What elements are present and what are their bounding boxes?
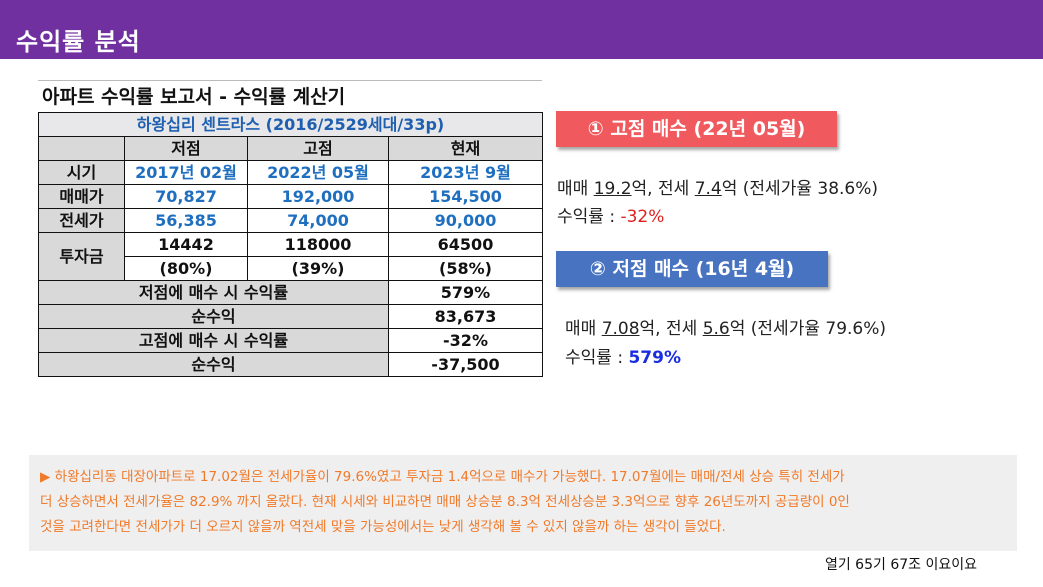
high-buy-yield-line: 수익률 : -32% xyxy=(557,202,664,227)
text-fragment: 억 (전세가율 38.6%) xyxy=(721,179,879,199)
page-title: 수익률 분석 xyxy=(16,28,141,56)
header-cell-current: 현재 xyxy=(388,136,543,161)
table-row: 하왕십리 센트라스 (2016/2529세대/33p) xyxy=(38,112,543,137)
row-label-sale: 매매가 xyxy=(38,184,125,209)
summary-label: 순수익 xyxy=(38,352,389,377)
text-fragment: 억, 전세 xyxy=(631,179,695,199)
table-cell: 90,000 xyxy=(388,208,543,233)
high-buy-badge: ① 고점 매수 (22년 05월) xyxy=(556,111,837,147)
table-cell: 154,500 xyxy=(388,184,543,209)
row-label-investment: 투자금 xyxy=(38,232,125,281)
table-cell: 118000 xyxy=(247,232,389,257)
table-cell: (80%) xyxy=(124,256,248,281)
jeonse-price: 7.4 xyxy=(694,179,722,199)
table-row: 순수익 -37,500 xyxy=(38,352,543,377)
row-label-jeonse: 전세가 xyxy=(38,208,125,233)
text-fragment: 억 (전세가율 79.6%) xyxy=(729,319,887,339)
high-buy-price-line: 매매 19.2억, 전세 7.4억 (전세가율 38.6%) xyxy=(557,174,878,199)
yield-label: 수익률 : xyxy=(565,348,629,368)
header-cell-low: 저점 xyxy=(124,136,248,161)
yield-label: 수익률 : xyxy=(557,207,621,227)
analysis-note: ▶ 하왕십리동 대장아파트로 17.02월은 전세가율이 79.6%였고 투자금… xyxy=(29,455,1017,551)
table-cell: 2017년 02월 xyxy=(124,160,248,185)
report-title: 아파트 수익률 보고서 - 수익률 계산기 xyxy=(38,80,542,112)
table-row: 시기 2017년 02월 2022년 05월 2023년 9월 xyxy=(38,160,543,185)
table-cell: (39%) xyxy=(247,256,389,281)
low-buy-badge: ② 저점 매수 (16년 4월) xyxy=(556,251,828,287)
note-line: 더 상승하면서 전세가율은 82.9% 까지 올랐다. 현재 시세와 비교하면 … xyxy=(40,494,850,510)
text-fragment: 매매 xyxy=(565,319,602,339)
summary-value: -32% xyxy=(388,328,543,353)
table-cell: 74,000 xyxy=(247,208,389,233)
note-line: ▶ 하왕십리동 대장아파트로 17.02월은 전세가율이 79.6%였고 투자금… xyxy=(40,469,845,485)
low-buy-yield-line: 수익률 : 579% xyxy=(565,343,681,368)
yield-value: -32% xyxy=(620,207,665,227)
sale-price: 19.2 xyxy=(593,179,632,199)
summary-label: 저점에 매수 시 수익률 xyxy=(38,280,389,305)
header-cell xyxy=(38,136,125,161)
jeonse-price: 5.6 xyxy=(702,319,730,339)
table-cell: 192,000 xyxy=(247,184,389,209)
table-row: 저점 고점 현재 xyxy=(38,136,543,161)
summary-value: 579% xyxy=(388,280,543,305)
table-row: 저점에 매수 시 수익률 579% xyxy=(38,280,543,305)
table-cell: 64500 xyxy=(388,232,543,257)
table-row: 고점에 매수 시 수익률 -32% xyxy=(38,328,543,353)
table-row: 투자금 14442 118000 64500 xyxy=(38,232,543,281)
note-line: 것을 고려한다면 전세가가 더 오르지 않을까 역전세 맞을 가능성에서는 낮게… xyxy=(40,519,726,535)
text-fragment: 억, 전세 xyxy=(639,319,703,339)
row-label-period: 시기 xyxy=(38,160,125,185)
sale-price: 7.08 xyxy=(601,319,640,339)
summary-label: 순수익 xyxy=(38,304,389,329)
summary-value: 83,673 xyxy=(388,304,543,329)
summary-label: 고점에 매수 시 수익률 xyxy=(38,328,389,353)
table-row: 순수익 83,673 xyxy=(38,304,543,329)
table-cell: 2023년 9월 xyxy=(388,160,543,185)
table-subtitle: 하왕십리 센트라스 (2016/2529세대/33p) xyxy=(38,112,543,137)
table-cell: (58%) xyxy=(388,256,543,281)
summary-value: -37,500 xyxy=(388,352,543,377)
text-fragment: 매매 xyxy=(557,179,594,199)
yield-value: 579% xyxy=(628,348,681,368)
author-signature: 열기 65기 67조 이요이요 xyxy=(824,557,977,573)
table-row: 매매가 70,827 192,000 154,500 xyxy=(38,184,543,209)
table-cell: 14442 xyxy=(124,232,248,257)
header-cell-high: 고점 xyxy=(247,136,389,161)
table-cell: 2022년 05월 xyxy=(247,160,389,185)
table-row: 전세가 56,385 74,000 90,000 xyxy=(38,208,543,233)
table-row: (80%) (39%) (58%) xyxy=(39,256,543,281)
table-cell: 56,385 xyxy=(124,208,248,233)
header-bar: 수익률 분석 xyxy=(0,0,1043,59)
table-cell: 70,827 xyxy=(124,184,248,209)
yield-table: 하왕십리 센트라스 (2016/2529세대/33p) 저점 고점 현재 시기 … xyxy=(38,112,543,377)
low-buy-price-line: 매매 7.08억, 전세 5.6억 (전세가율 79.6%) xyxy=(565,314,886,339)
